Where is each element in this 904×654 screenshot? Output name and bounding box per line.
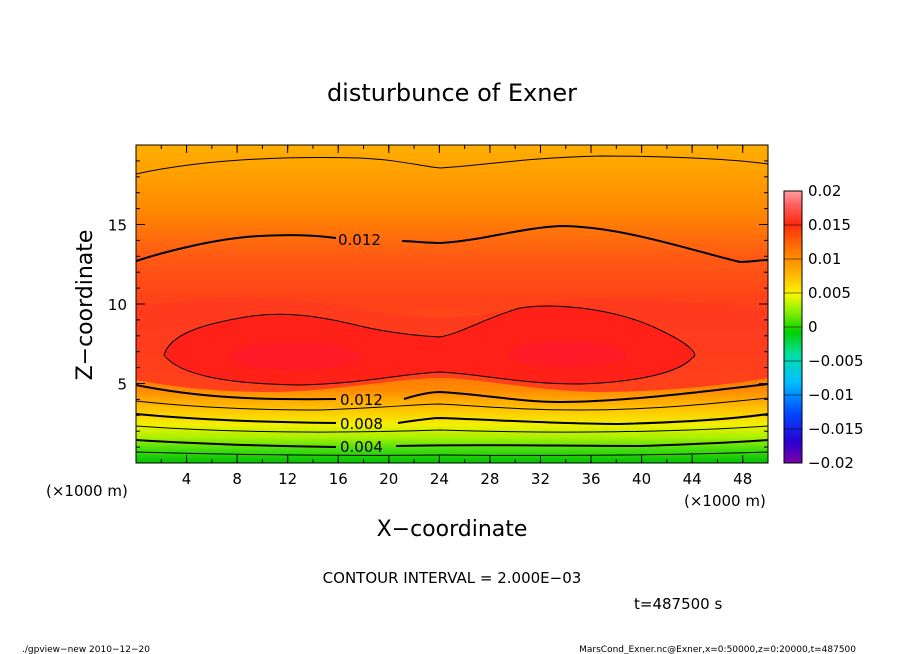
x-axis-ticks: 4 8 12 16 20 24 28 32 36 40 44 48 (160, 145, 752, 488)
time-stamp: t=487500 s (634, 595, 722, 613)
colorbar-label: 0.01 (808, 250, 841, 268)
contour-line-0.010-bottom (136, 397, 768, 411)
x-tick-label: 16 (329, 470, 348, 488)
chart-title: disturbunce of Exner (327, 79, 577, 107)
contour-lines (136, 155, 768, 456)
contour-line-0.012-bottom (136, 383, 768, 404)
x-tick-label: 44 (683, 470, 702, 488)
contour-line-0.008 (136, 413, 768, 426)
footer-right: MarsCond_Exner.nc@Exner,x=0:50000,z=0:20… (579, 645, 856, 654)
x-tick-label: 32 (531, 470, 550, 488)
colorbar-label: 0.02 (808, 182, 841, 200)
colorbar-labels: 0.02 0.015 0.01 0.005 0 −0.005 −0.01 −0.015 −0.0… (784, 182, 864, 472)
x-tick-label: 28 (480, 470, 499, 488)
x-tick-label: 4 (182, 470, 192, 488)
x-tick-label: 36 (581, 470, 600, 488)
contour-label: 0.012 (340, 391, 383, 409)
y-tick-label: 15 (108, 217, 127, 235)
plot-area: 0.012 0.012 0.008 0.004 (136, 145, 768, 463)
y-axis-title: Z−coordinate (73, 230, 98, 381)
colorbar-label: −0.02 (808, 454, 854, 472)
y-axis-ticks: 5 10 15 (108, 160, 768, 448)
x-tick-label: 24 (430, 470, 449, 488)
x-tick-label: 40 (632, 470, 651, 488)
colorbar-label: 0.005 (808, 284, 851, 302)
x-tick-label: 12 (278, 470, 297, 488)
x-axis-title: X−coordinate (377, 517, 528, 542)
x-tick-label: 8 (232, 470, 242, 488)
contour-label: 0.012 (338, 231, 381, 249)
colorbar-label: −0.015 (808, 420, 864, 438)
contour-line-0.006 (136, 425, 768, 433)
contour-core-left (230, 342, 360, 370)
contour-line-0.004 (136, 439, 768, 448)
colorbar-label: 0 (808, 318, 818, 336)
x-axis-unit: (×1000 m) (684, 492, 766, 510)
colorbar-label: 0.015 (808, 216, 851, 234)
contour-interval-note: CONTOUR INTERVAL = 2.000E−03 (323, 569, 582, 587)
x-tick-label: 48 (733, 470, 752, 488)
contour-label: 0.008 (340, 415, 383, 433)
footer-left: ./gpview−new 2010−12−20 (22, 645, 150, 654)
contour-label: 0.004 (340, 438, 383, 456)
contour-line-0.012-top (136, 224, 768, 264)
contour-core-right (507, 341, 627, 367)
y-tick-label: 5 (117, 376, 127, 394)
colorbar-label: −0.01 (808, 386, 854, 404)
contour-label-group: 0.012 0.012 0.008 0.004 (338, 231, 383, 456)
colorbar-label: −0.005 (808, 352, 864, 370)
x-tick-label: 20 (379, 470, 398, 488)
contour-line-0.002 (136, 451, 768, 456)
y-tick-label: 10 (108, 296, 127, 314)
contour-line-0.010-top (136, 155, 768, 175)
contour-line-0.014 (163, 305, 696, 386)
y-axis-unit: (×1000 m) (46, 482, 128, 500)
